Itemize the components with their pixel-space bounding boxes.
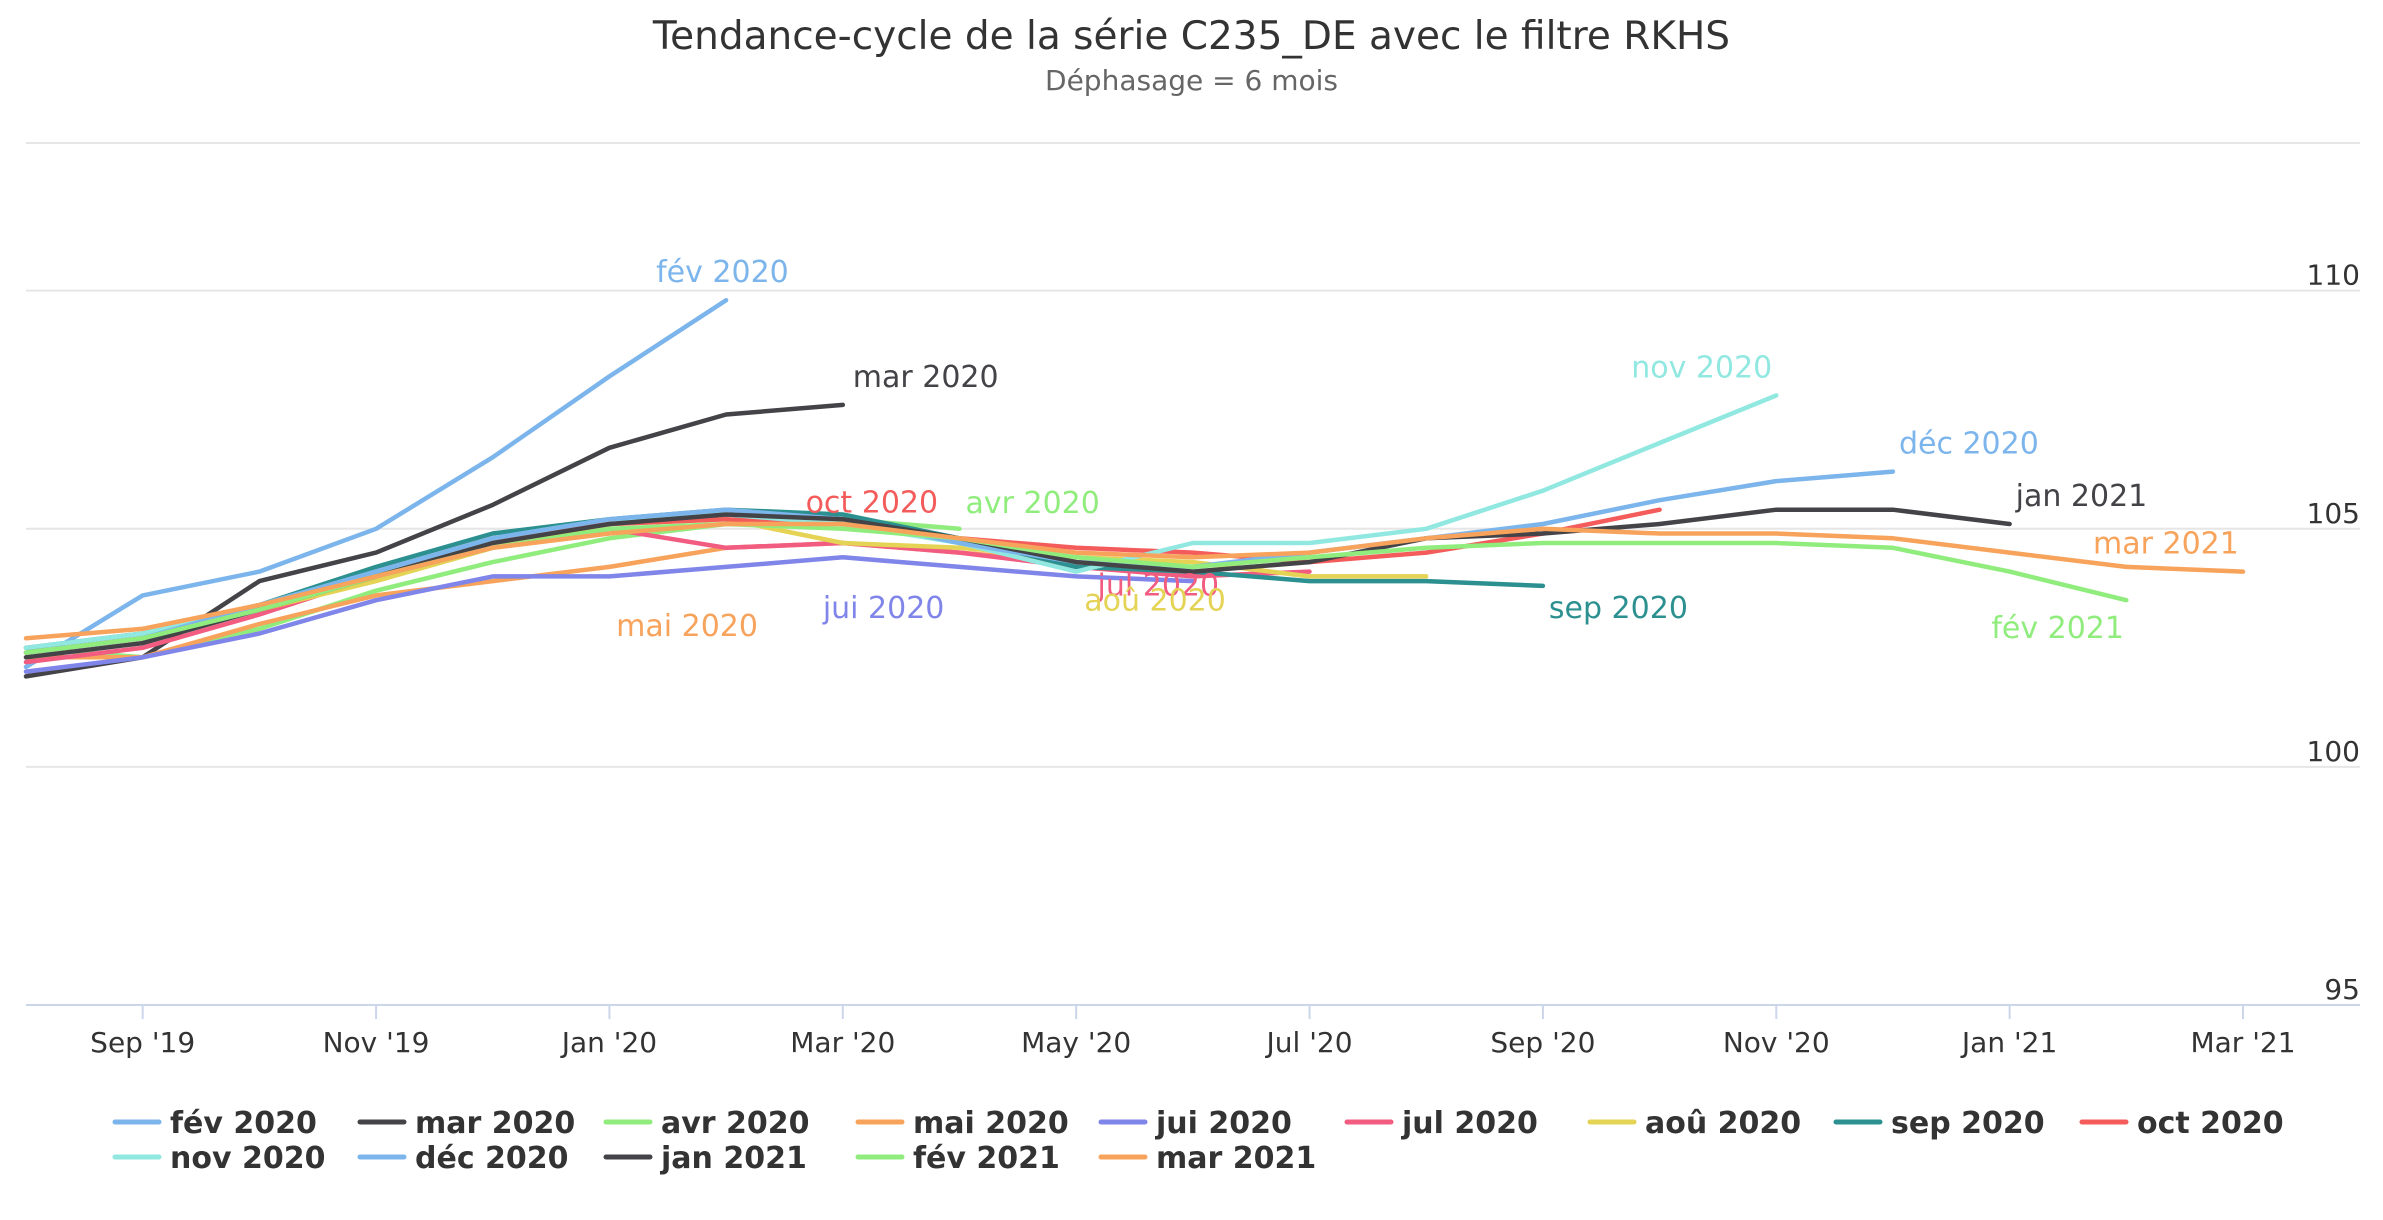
x-tick-label: Nov '19 [323, 1026, 430, 1059]
legend-item-mai-2020[interactable]: mai 2020 [855, 1106, 1069, 1141]
end-label-sep-2020: sep 2020 [1549, 591, 1688, 626]
end-label-nov-2020: nov 2020 [1631, 350, 1772, 385]
y-tick-label: 105 [2307, 497, 2360, 530]
end-label-mai-2020: mai 2020 [616, 609, 758, 644]
legend-item-jan-2021[interactable]: jan 2021 [603, 1141, 807, 1176]
legend-label: jui 2020 [1155, 1106, 1292, 1141]
series-end-labels: fév 2020 mar 2020 avr 2020 mai 2020 jui 2020… [616, 255, 2239, 646]
end-label-jan-2021: jan 2021 [2015, 479, 2148, 514]
end-label-jul-2020: jul 2020 [1097, 569, 1220, 604]
legend-label: jul 2020 [1401, 1106, 1538, 1141]
y-tick-label: 95 [2324, 973, 2360, 1006]
legend-item-mar-2020[interactable]: mar 2020 [357, 1106, 575, 1141]
series-line-jui-2020 [23, 555, 1196, 674]
legend-label: mar 2020 [415, 1106, 575, 1141]
legend-item-oct-2020[interactable]: oct 2020 [2079, 1106, 2284, 1141]
legend-item-dec-2020[interactable]: déc 2020 [357, 1141, 569, 1176]
end-label-fev-2020: fév 2020 [656, 255, 789, 290]
end-label-oct-2020: oct 2020 [806, 486, 939, 521]
legend-item-sep-2020[interactable]: sep 2020 [1833, 1106, 2045, 1141]
end-label-mar-2021: mar 2021 [2093, 527, 2239, 562]
legend-item-jui-2020[interactable]: jui 2020 [1098, 1106, 1292, 1141]
chart-subtitle: Déphasage = 6 mois [1045, 64, 1338, 97]
end-label-jui-2020: jui 2020 [822, 591, 945, 626]
legend-item-avr-2020[interactable]: avr 2020 [603, 1106, 810, 1141]
legend-label: déc 2020 [415, 1141, 569, 1176]
legend-label: fév 2021 [913, 1141, 1060, 1176]
axes: 95 100 105 110 Sep '19 Nov '19 Jan '20 Mar '20 M… [26, 259, 2360, 1059]
end-label-mar-2020: mar 2020 [853, 360, 999, 395]
x-tick-label: Nov '20 [1723, 1026, 1830, 1059]
legend-label: nov 2020 [170, 1141, 325, 1176]
x-tick-label: Jan '21 [1960, 1026, 2057, 1059]
legend-label: aoû 2020 [1645, 1106, 1801, 1141]
series-line-fev-2020 [23, 297, 729, 670]
x-tick-label: May '20 [1021, 1026, 1131, 1059]
legend-label: oct 2020 [2137, 1106, 2284, 1141]
legend-label: mai 2020 [913, 1106, 1069, 1141]
chart-title: Tendance-cycle de la série C235_DE avec … [652, 14, 1731, 59]
legend-item-fev-2021[interactable]: fév 2021 [855, 1141, 1060, 1176]
legend-label: sep 2020 [1891, 1106, 2045, 1141]
x-tick-label: Mar '20 [790, 1026, 895, 1059]
x-tick-label: Sep '19 [90, 1026, 195, 1059]
legend-item-jul-2020[interactable]: jul 2020 [1344, 1106, 1538, 1141]
x-tick-label: Mar '21 [2190, 1026, 2295, 1059]
x-tick-label: Jul '20 [1265, 1026, 1353, 1059]
end-label-avr-2020: avr 2020 [965, 486, 1099, 521]
legend-label: mar 2021 [1156, 1141, 1316, 1176]
legend-item-mar-2021[interactable]: mar 2021 [1098, 1141, 1316, 1176]
y-tick-label: 110 [2307, 259, 2360, 292]
end-label-aou-2020: aoû 2020 [1084, 583, 1226, 618]
legend-label: fév 2020 [170, 1106, 317, 1141]
x-tick-label: Jan '20 [560, 1026, 657, 1059]
series-line-mar-2021 [23, 521, 2246, 641]
legend-item-nov-2020[interactable]: nov 2020 [112, 1141, 325, 1176]
series-line-dec-2020 [23, 469, 1896, 655]
series-line-mar-2020 [23, 402, 846, 679]
legend: fév 2020 mar 2020 avr 2020 mai 2020 jui 2020… [112, 1106, 2284, 1176]
legend-label: jan 2021 [660, 1141, 807, 1176]
end-label-fev-2021: fév 2021 [1991, 611, 2124, 646]
legend-item-aou-2020[interactable]: aoû 2020 [1587, 1106, 1801, 1141]
x-tick-label: Sep '20 [1490, 1026, 1595, 1059]
end-label-dec-2020: déc 2020 [1899, 427, 2039, 462]
grid-lines [26, 142, 2360, 768]
legend-item-fev-2020[interactable]: fév 2020 [112, 1106, 317, 1141]
y-tick-label: 100 [2307, 735, 2360, 768]
series-lines [23, 297, 2246, 679]
legend-label: avr 2020 [661, 1106, 810, 1141]
